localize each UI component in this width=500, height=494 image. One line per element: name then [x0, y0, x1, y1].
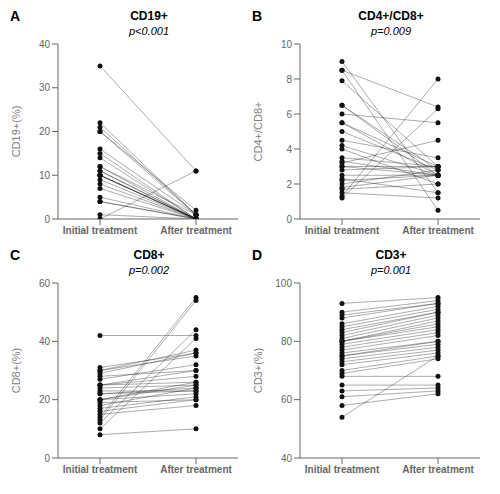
svg-text:10: 10 [39, 170, 51, 181]
svg-text:0: 0 [44, 214, 50, 225]
html-text:A: A [10, 8, 21, 24]
svg-text:30: 30 [39, 82, 51, 93]
svg-text:40: 40 [39, 39, 51, 50]
html-text:C: C [10, 247, 21, 263]
svg-text:2: 2 [286, 179, 292, 190]
svg-text:Initial treatment: Initial treatment [63, 225, 138, 236]
html-text:p=0.001: p=0.001 [371, 264, 411, 276]
svg-text:Initial treatment: Initial treatment [63, 464, 138, 475]
svg-text:After treatment: After treatment [402, 225, 474, 236]
html-text:CD4+/CD8+: CD4+/CD8+ [358, 9, 424, 23]
html-text:p=0.002: p=0.002 [129, 264, 169, 276]
svg-text:20: 20 [39, 126, 51, 137]
html-text:B: B [252, 8, 263, 24]
svg-text:60: 60 [39, 278, 51, 289]
svg-text:40: 40 [39, 336, 51, 347]
svg-text:Initial treatment: Initial treatment [305, 464, 380, 475]
svg-text:0: 0 [286, 214, 292, 225]
html-text:CD3+: CD3+ [375, 248, 407, 262]
svg-text:20: 20 [39, 394, 51, 405]
svg-text:CD8+(%): CD8+(%) [10, 348, 22, 394]
svg-text:After treatment: After treatment [160, 464, 232, 475]
svg-text:80: 80 [281, 336, 293, 347]
html-text:CD8+: CD8+ [133, 248, 165, 262]
svg-text:After treatment: After treatment [402, 464, 474, 475]
svg-text:10: 10 [281, 39, 293, 50]
svg-text:40: 40 [281, 453, 293, 464]
svg-text:100: 100 [275, 278, 292, 289]
svg-text:0: 0 [44, 453, 50, 464]
html-text:p<0.001: p<0.001 [129, 25, 169, 37]
html-text:CD19+: CD19+ [130, 9, 168, 23]
svg-text:6: 6 [286, 109, 292, 120]
svg-text:60: 60 [281, 394, 293, 405]
svg-text:CD3+(%): CD3+(%) [252, 348, 264, 394]
html-text:D: D [252, 247, 263, 263]
html-text:p=0.009: p=0.009 [371, 25, 411, 37]
svg-text:4: 4 [286, 144, 292, 155]
svg-text:Initial treatment: Initial treatment [305, 225, 380, 236]
svg-text:After treatment: After treatment [160, 225, 232, 236]
svg-text:CD4+/CD8+: CD4+/CD8+ [252, 102, 264, 162]
svg-text:8: 8 [286, 74, 292, 85]
svg-text:CD19+(%): CD19+(%) [10, 106, 22, 158]
